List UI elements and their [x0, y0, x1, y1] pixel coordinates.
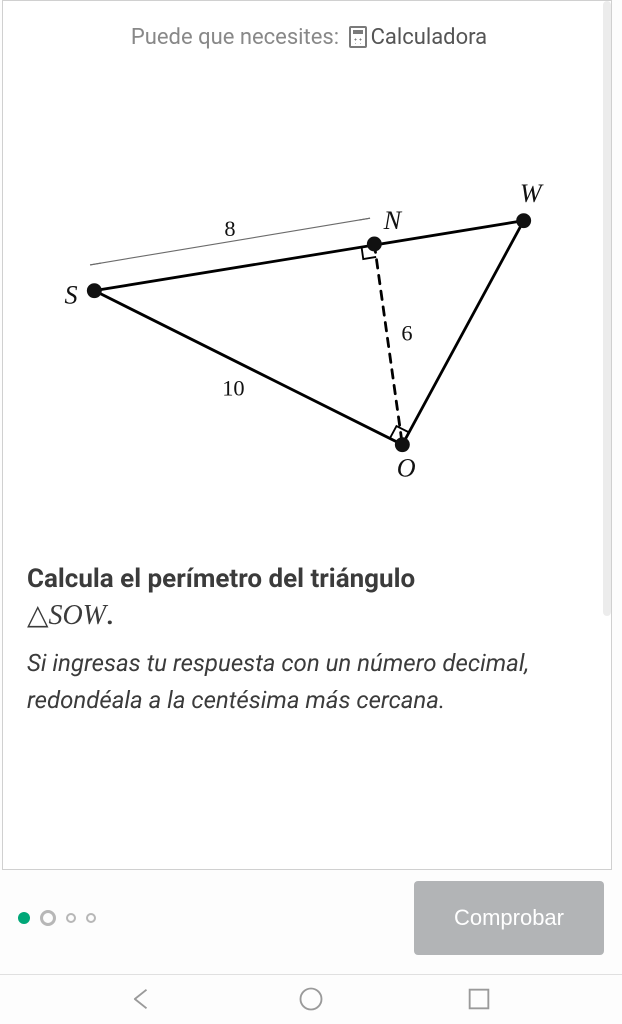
svg-text:10: 10 [222, 376, 244, 401]
question-main: Calcula el perímetro del triángulo △SOW. [27, 562, 575, 635]
calculator-link[interactable]: Calculadora [349, 25, 488, 50]
progress-dot-3 [66, 913, 76, 923]
question-period: . [106, 601, 114, 631]
triangle-svg: S N W O 8 6 10 [29, 80, 589, 520]
progress-dot-4 [86, 913, 96, 923]
calculator-icon [349, 26, 367, 48]
question-line1: Calcula el perímetro del triángulo [27, 564, 415, 594]
home-icon[interactable] [297, 985, 325, 1013]
check-button[interactable]: Comprobar [414, 881, 604, 955]
progress-dot-2 [40, 910, 56, 926]
android-nav-bar [0, 974, 622, 1024]
hint-line: Puede que necesites: Calculadora [27, 25, 591, 50]
svg-text:N: N [383, 206, 403, 235]
question-block: Calcula el perímetro del triángulo △SOW.… [27, 562, 591, 719]
triangle-name: SOW [49, 600, 107, 631]
progress-dot-1-active [18, 912, 30, 924]
diagram: S N W O 8 6 10 [27, 60, 591, 540]
recent-icon[interactable] [465, 985, 493, 1013]
scrollbar[interactable] [603, 1, 611, 616]
back-icon[interactable] [129, 985, 157, 1013]
triangle-symbol: △ [27, 600, 49, 631]
exercise-panel: Puede que necesites: Calculadora S N W O 8 6 1… [2, 0, 612, 870]
svg-text:O: O [397, 453, 416, 482]
calculator-label: Calculadora [371, 25, 488, 50]
svg-text:6: 6 [401, 321, 412, 346]
svg-text:W: W [520, 179, 544, 208]
svg-text:8: 8 [224, 216, 235, 241]
question-sub: Si ingresas tu respuesta con un número d… [27, 645, 575, 719]
footer-bar: Comprobar [0, 870, 622, 966]
hint-prefix: Puede que necesites: [131, 25, 339, 50]
progress-dots [18, 910, 96, 926]
svg-text:S: S [64, 281, 77, 310]
